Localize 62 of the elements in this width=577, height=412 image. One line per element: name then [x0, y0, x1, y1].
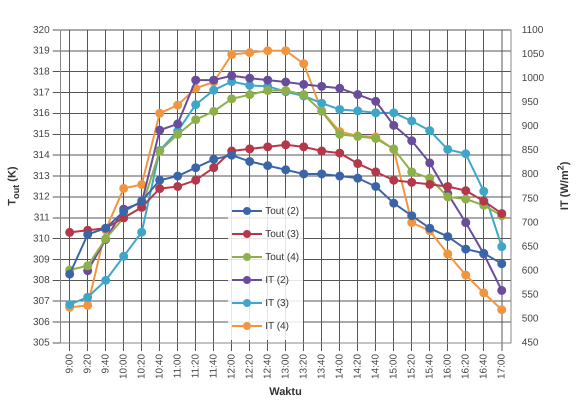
x-tick-label: 14:00 — [334, 354, 346, 380]
y2-tick-label: 600 — [522, 266, 539, 276]
x-tick-label: 12:40 — [262, 354, 274, 380]
y-tick-label: 318 — [32, 66, 50, 78]
y2-tick-label: 800 — [522, 169, 539, 180]
legend-label: IT (4) — [265, 320, 289, 332]
y2-tick-label: 1100 — [522, 24, 544, 36]
x-tick-label: 15:00 — [388, 354, 400, 380]
y-tick-label: 306 — [32, 316, 50, 328]
x-tick-label: 9:40 — [100, 354, 112, 374]
x-tick-label: 11:00 — [172, 354, 184, 378]
y-tick-label: 313 — [32, 170, 50, 182]
y-tick-label: 316 — [32, 108, 50, 120]
y-tick-label: 315 — [32, 129, 50, 140]
x-tick-label: 10:20 — [136, 354, 148, 380]
y2-tick-label: 900 — [522, 121, 539, 132]
y2-tick-label: 550 — [522, 290, 539, 301]
x-tick-label: 14:40 — [370, 354, 382, 380]
x-tick-label: 16:40 — [478, 354, 490, 380]
y2-tick-label: 700 — [522, 217, 539, 228]
y2-tick-label: 500 — [522, 314, 539, 325]
y-tick-label: 310 — [32, 233, 50, 244]
x-tick-label: 17:00 — [496, 354, 508, 380]
y2-tick-label: 650 — [522, 241, 539, 252]
x-tick-label: 11:40 — [208, 354, 220, 378]
y-tick-label: 314 — [32, 150, 50, 161]
y-tick-label: 309 — [32, 254, 50, 266]
x-tick-label: 9:00 — [64, 354, 76, 374]
x-tick-label: 9:20 — [82, 354, 94, 374]
legend-label: Tout (4) — [265, 252, 300, 263]
x-tick-label: 12:00 — [226, 354, 238, 380]
y-tick-label: 320 — [32, 24, 50, 36]
x-tick-label: 15:40 — [424, 354, 436, 380]
x-tick-label: 16:20 — [460, 354, 472, 380]
x-tick-label: 13:00 — [280, 354, 292, 380]
x-tick-label: 10:40 — [154, 354, 166, 380]
x-tick-label: 15:20 — [406, 354, 418, 380]
legend-label: Tout (2) — [265, 206, 300, 217]
x-tick-label: 13:20 — [298, 354, 310, 380]
x-axis-title: Waktu — [269, 386, 302, 398]
y2-tick-label: 1000 — [522, 72, 544, 84]
y-tick-label: 311 — [34, 212, 50, 224]
legend-label: IT (3) — [265, 298, 289, 309]
y-tick-label: 305 — [32, 338, 50, 349]
x-tick-label: 11:20 — [190, 354, 202, 378]
x-tick-label: 14:20 — [352, 354, 364, 380]
legend-label: Tout (3) — [265, 228, 300, 240]
y2-tick-label: 750 — [522, 193, 539, 204]
y-tick-label: 307 — [32, 296, 50, 307]
y2-tick-label: 950 — [522, 96, 539, 108]
x-tick-label: 10:00 — [118, 354, 130, 380]
y2-tick-label: 1050 — [522, 48, 544, 60]
legend-label: IT (2) — [265, 274, 289, 286]
y2-tick-label: 450 — [522, 338, 539, 349]
y-tick-label: 308 — [32, 275, 50, 286]
y-tick-label: 312 — [32, 192, 50, 203]
x-tick-label: 12:20 — [244, 354, 256, 380]
y-tick-label: 319 — [32, 46, 50, 57]
y-tick-label: 317 — [32, 87, 50, 98]
y2-tick-label: 850 — [522, 145, 539, 156]
x-tick-label: 16:00 — [442, 354, 454, 380]
x-tick-label: 13:40 — [316, 354, 328, 380]
